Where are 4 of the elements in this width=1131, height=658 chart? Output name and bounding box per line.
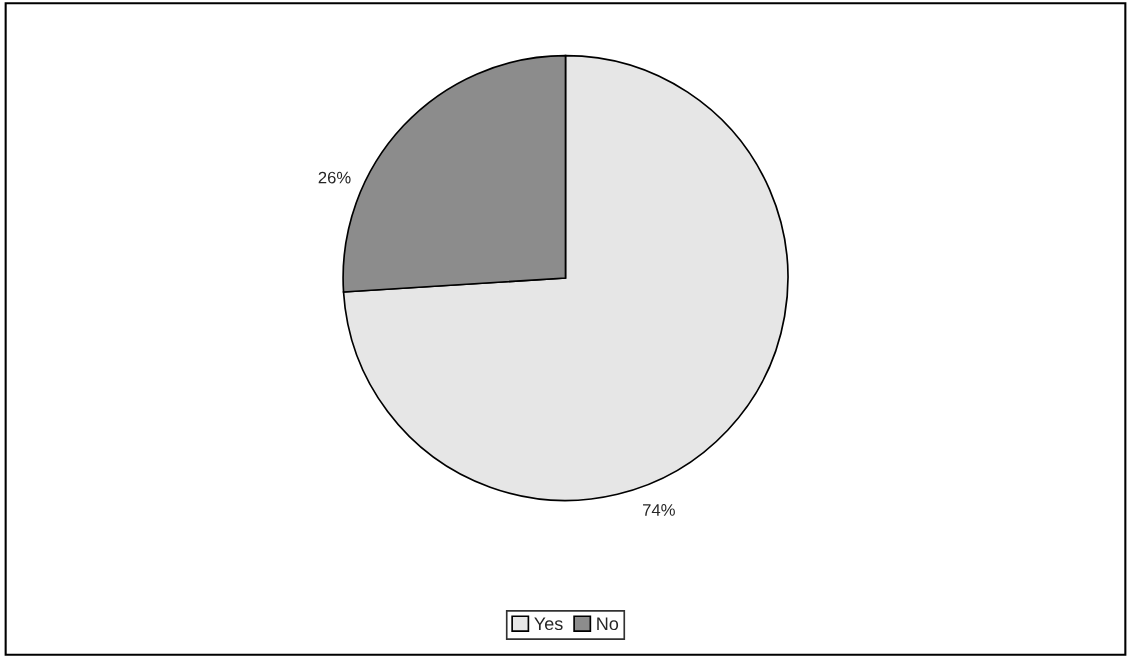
data-label: 26% — [318, 171, 351, 184]
data-label: 74% — [643, 504, 675, 516]
legend-label: Yes — [534, 617, 563, 631]
legend-label: No — [597, 617, 619, 631]
